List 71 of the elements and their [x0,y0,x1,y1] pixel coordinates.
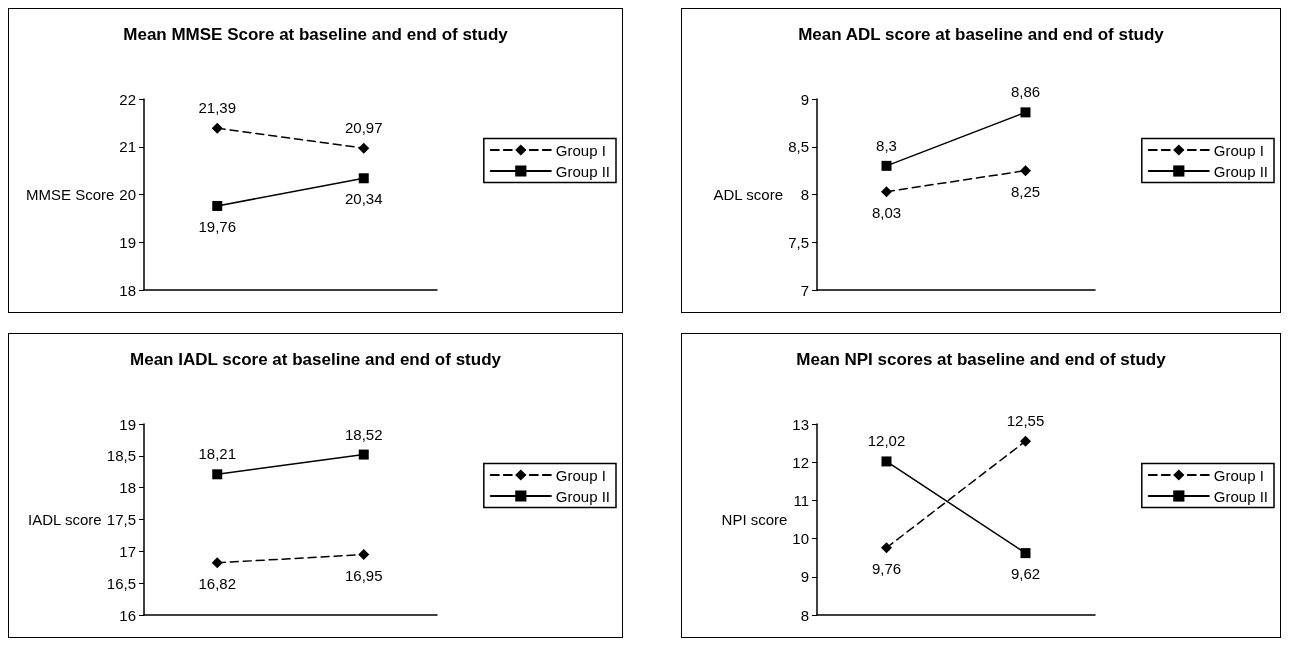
legend-label: Group I [1213,141,1264,159]
y-tick-label: 21 [119,138,136,156]
point [212,200,223,211]
y-tick-label: 16 [119,606,136,624]
y-tick-label: 8 [800,606,809,624]
data-label: 16,95 [344,567,383,585]
point [881,186,892,198]
legend-label: Group I [555,466,606,484]
legend-label: Group I [555,141,606,159]
chart-title: Mean IADL score at baseline and end of study [130,349,502,369]
point [358,173,369,184]
y-tick-label: 11 [793,491,809,509]
data-label: 8,3 [876,136,897,154]
data-label: 18,52 [344,425,383,443]
y-axis-title: ADL score [713,186,783,203]
legend-label: Group II [555,487,611,505]
y-tick-label: 7,5 [788,233,809,251]
point [211,122,223,134]
point [881,542,892,554]
data-label: 9,62 [1010,565,1041,583]
y-axis-title: MMSE Score [26,186,115,203]
y-tick-label: 17,5 [106,511,136,528]
chart-title: Mean ADL score at baseline and end of study [798,24,1165,44]
y-tick-label: 8 [800,186,809,203]
chart-title: Mean MMSE Score at baseline and end of study [123,24,509,44]
y-tick-label: 22 [119,90,136,108]
data-label: 19,76 [198,217,237,235]
data-label: 8,03 [871,204,902,222]
y-tick-label: 18,5 [106,447,136,465]
point [212,469,223,480]
y-tick-label: 13 [792,415,809,433]
y-axis-title: IADL score [27,511,102,528]
y-tick-label: 20 [119,186,136,203]
y-tick-label: 17 [119,542,136,560]
y-tick-label: 10 [792,530,809,548]
legend-label: Group I [1213,466,1264,484]
data-label: 20,34 [344,190,383,208]
y-tick-label: 19 [119,233,136,251]
y-tick-label: 18 [119,281,136,299]
y-axis-title: NPI score [721,511,788,528]
point [358,549,370,561]
point [881,456,892,467]
point [1020,548,1031,559]
y-tick-label: 12 [792,453,809,471]
point [211,557,223,569]
y-tick-label: 19 [119,415,136,433]
data-label: 12,02 [867,432,906,450]
y-tick-label: 7 [800,281,809,299]
point [358,142,370,154]
point [1020,165,1031,177]
y-tick-label: 9 [800,568,809,586]
data-label: 20,97 [344,118,383,136]
legend-label: Group II [1213,162,1269,180]
point [358,449,369,460]
point [1020,435,1031,447]
point [881,160,892,171]
data-label: 16,82 [198,575,237,593]
chart-title: Mean NPI scores at baseline and end of study [796,349,1167,369]
data-label: 18,21 [198,445,237,463]
y-tick-label: 8,5 [788,138,809,156]
data-label: 12,55 [1006,411,1045,429]
y-tick-label: 18 [119,479,136,497]
point [1020,107,1031,118]
legend-label: Group II [555,162,611,180]
legend-label: Group II [1213,487,1269,505]
data-label: 8,25 [1010,183,1041,201]
y-tick-label: 16,5 [106,574,136,592]
data-label: 21,39 [198,98,237,116]
data-label: 9,76 [871,560,902,578]
y-tick-label: 9 [800,90,809,108]
data-label: 8,86 [1010,83,1041,101]
